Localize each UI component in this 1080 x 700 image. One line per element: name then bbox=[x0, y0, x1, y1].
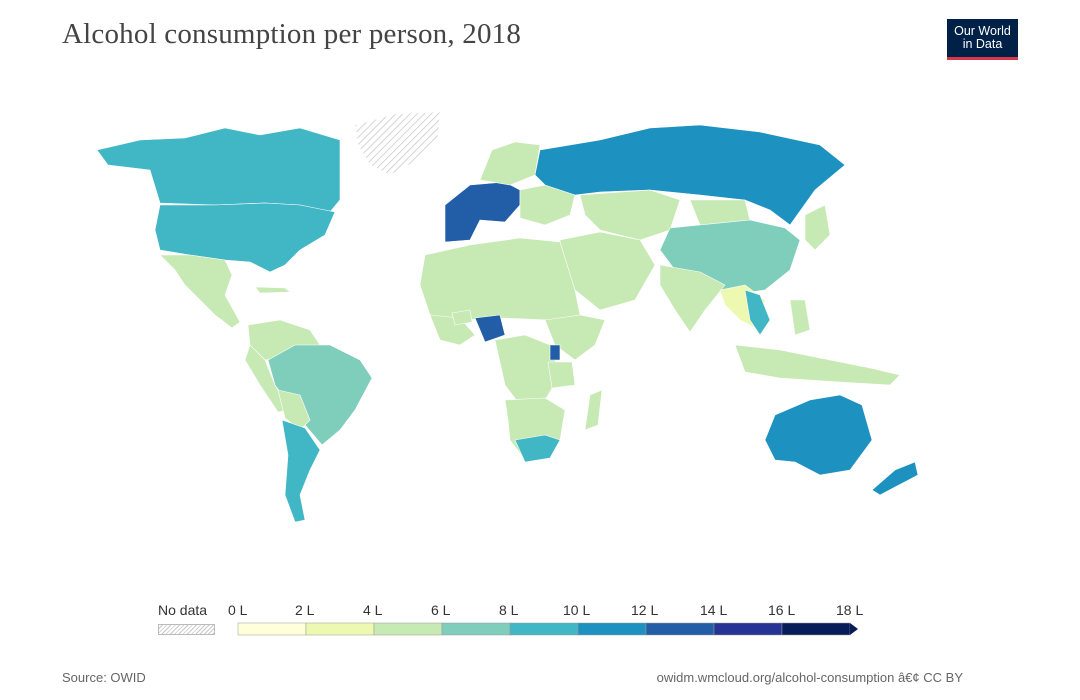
legend-bin-3[interactable] bbox=[441, 622, 511, 636]
legend-overflow-arrow bbox=[850, 623, 858, 635]
legend-tick-4: 4 L bbox=[363, 602, 383, 618]
region-indonesia[interactable] bbox=[734, 344, 901, 386]
region-new-zealand[interactable] bbox=[871, 461, 919, 496]
region-madagascar[interactable] bbox=[584, 389, 603, 431]
legend-tick-0: 0 L bbox=[228, 602, 248, 618]
color-legend bbox=[237, 622, 858, 636]
region-canada[interactable] bbox=[96, 127, 341, 213]
legend-bin-6[interactable] bbox=[645, 622, 715, 636]
region-united-states[interactable] bbox=[154, 202, 336, 273]
region-north-africa[interactable] bbox=[419, 237, 581, 321]
region-philippines[interactable] bbox=[789, 299, 811, 336]
region-russia[interactable] bbox=[534, 124, 846, 226]
region-uganda[interactable] bbox=[549, 344, 561, 361]
legend-bin-1[interactable] bbox=[305, 622, 375, 636]
logo-line-2: in Data bbox=[962, 37, 1003, 51]
legend-tick-6: 6 L bbox=[431, 602, 451, 618]
legend-tick-2: 2 L bbox=[295, 602, 315, 618]
region-caribbean[interactable] bbox=[254, 286, 291, 294]
legend-bin-4[interactable] bbox=[509, 622, 579, 636]
region-nordics[interactable] bbox=[479, 141, 541, 186]
region-greenland[interactable] bbox=[354, 111, 441, 176]
legend-bin-0[interactable] bbox=[237, 622, 307, 636]
region-vietnam[interactable] bbox=[744, 289, 771, 336]
region-australia[interactable] bbox=[764, 394, 873, 476]
legend-tick-14: 14 L bbox=[700, 602, 728, 618]
region-bolivia-paraguay[interactable] bbox=[277, 389, 311, 431]
legend-tick-12: 12 L bbox=[631, 602, 659, 618]
legend-bin-8[interactable] bbox=[781, 622, 851, 636]
legend-tick-18: 18 L bbox=[836, 602, 864, 618]
legend-bin-7[interactable] bbox=[713, 622, 783, 636]
region-japan-korea[interactable] bbox=[804, 204, 831, 251]
region-brazil[interactable] bbox=[267, 344, 373, 446]
region-mexico[interactable] bbox=[159, 254, 241, 329]
legend-bin-5[interactable] bbox=[577, 622, 647, 636]
source-note: Source: OWID bbox=[62, 670, 146, 685]
region-tanzania[interactable] bbox=[547, 361, 576, 389]
no-data-swatch bbox=[158, 624, 215, 635]
region-kazakhstan[interactable] bbox=[579, 189, 681, 241]
region-south-africa[interactable] bbox=[514, 434, 561, 463]
logo-line-1: Our World bbox=[954, 24, 1011, 38]
legend-tick-10: 10 L bbox=[563, 602, 591, 618]
chart-title: Alcohol consumption per person, 2018 bbox=[62, 18, 522, 50]
license-link[interactable]: owidm.wmcloud.org/alcohol-consumption â€… bbox=[656, 670, 963, 685]
legend-bin-2[interactable] bbox=[373, 622, 443, 636]
region-western-europe[interactable] bbox=[444, 181, 521, 243]
owid-logo[interactable]: Our World in Data bbox=[947, 19, 1018, 60]
legend-tick-8: 8 L bbox=[499, 602, 519, 618]
no-data-label: No data bbox=[158, 602, 208, 618]
region-argentina[interactable] bbox=[281, 419, 321, 523]
region-burkina-faso[interactable] bbox=[451, 309, 473, 326]
region-india[interactable] bbox=[659, 264, 726, 333]
legend-tick-16: 16 L bbox=[768, 602, 796, 618]
region-nigeria[interactable] bbox=[474, 314, 506, 343]
